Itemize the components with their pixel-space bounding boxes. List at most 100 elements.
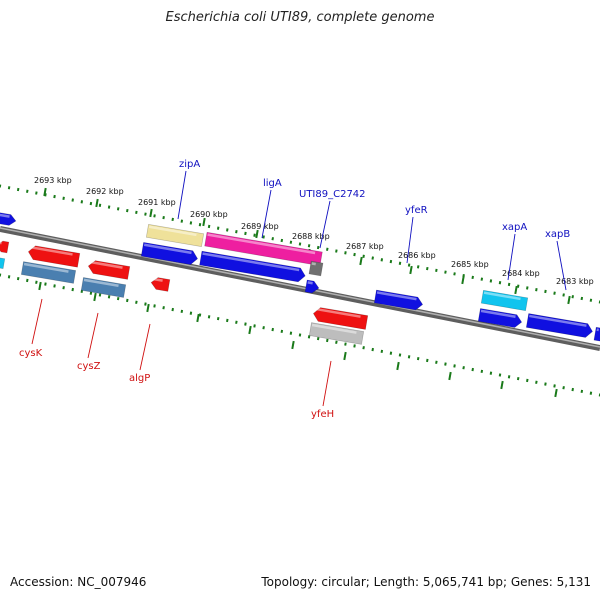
- major-tick: [409, 265, 413, 275]
- outer-tick-dot: [253, 233, 256, 237]
- forward-gene-label: zipA: [179, 159, 200, 170]
- outer-tick-dot: [53, 194, 56, 199]
- inner-tick-dot: [326, 338, 329, 343]
- inner-tick-dot: [89, 291, 93, 295]
- inner-tick-dot: [171, 307, 174, 312]
- forward-cds-body: [304, 279, 320, 294]
- inner-tick-dot: [253, 324, 256, 328]
- major-tick: [202, 217, 206, 227]
- major-tick: [514, 285, 518, 295]
- major-tick: [448, 371, 452, 381]
- major-tick: [567, 295, 571, 305]
- inner-tick-dot: [453, 364, 456, 368]
- forward-cds: [373, 289, 424, 311]
- inner-tick-dot: [416, 356, 420, 361]
- outer-tick-dot: [171, 217, 174, 222]
- outer-tick-dot: [389, 259, 393, 264]
- major-tick: [146, 303, 150, 313]
- forward-gene-leader: [556, 240, 567, 291]
- forward-cds-body: [525, 313, 593, 338]
- outer-tick-dot: [407, 263, 411, 267]
- reverse-cds: [87, 260, 131, 280]
- genome-summary-text: Topology: circular; Length: 5,065,741 bp…: [261, 575, 591, 589]
- map-title: Escherichia coli UTI89, complete genome: [165, 10, 435, 25]
- feature: [308, 260, 324, 277]
- inner-tick-dot: [262, 326, 265, 330]
- major-tick: [95, 198, 99, 208]
- inner-tick-dot: [544, 382, 547, 386]
- inner-tick-dot: [307, 335, 311, 339]
- outer-tick-dot: [444, 270, 447, 274]
- backbone-line: [0, 226, 600, 351]
- feature: [0, 257, 6, 269]
- inner-tick-dot: [298, 333, 302, 337]
- zipa-feature: [145, 224, 205, 247]
- inner-tick-dot: [80, 289, 84, 294]
- zipa-feature-shine: [148, 225, 197, 237]
- outer-tick-dot: [416, 265, 420, 269]
- forward-cds-body: [140, 242, 198, 265]
- outer-tick-dot: [126, 208, 129, 213]
- inner-tick-dot: [271, 327, 274, 332]
- inner-tick-dot: [462, 366, 465, 370]
- forward-cds-body: [477, 308, 523, 328]
- inner-tick-dot: [207, 315, 211, 319]
- outer-tick-dot: [135, 210, 138, 215]
- reverse-gene-label: cysK: [19, 348, 43, 359]
- major-tick: [554, 388, 558, 398]
- steel-feature: [80, 277, 127, 298]
- forward-cds-shine: [596, 328, 599, 332]
- major-tick: [255, 229, 259, 239]
- forward-cds: [304, 279, 320, 294]
- outer-tick-dot: [89, 201, 93, 206]
- inner-tick-dot: [507, 375, 511, 379]
- kbp-tick-labels: 2693 kbp 2692 kbp 2691 kbp 2690 kbp 2689 kbp…: [34, 176, 594, 286]
- reverse-gene-label: cysZ: [77, 361, 101, 372]
- reverse-gene-leader: [139, 323, 151, 371]
- inner-tick-dot: [180, 309, 184, 314]
- outer-tick-dot: [489, 279, 493, 283]
- outer-tick-dot: [144, 212, 147, 216]
- forward-cds-shine: [529, 314, 587, 327]
- outer-tick-dot: [553, 291, 556, 295]
- forward-cds: [593, 326, 600, 343]
- outer-tick-dot: [98, 203, 102, 207]
- xapa-feature-body: [480, 289, 529, 312]
- major-tick: [149, 208, 153, 218]
- outer-tick-dot: [216, 226, 220, 230]
- forward-cds: [0, 212, 17, 226]
- feature-shine: [311, 262, 316, 266]
- gene-labels: zipA ligA UTI89_C2742 yfeR xapA xapB cysK cysZ a…: [19, 159, 570, 420]
- outer-tick-dot: [244, 231, 247, 236]
- forward-cds-shine: [307, 281, 313, 285]
- feature-body: [0, 257, 6, 269]
- reverse-cds-shine: [89, 260, 123, 269]
- forward-cds: [140, 242, 198, 265]
- forward-cds-shine: [0, 213, 10, 218]
- outer-tick-dot: [307, 244, 311, 248]
- outer-tick-dot: [353, 252, 356, 257]
- inner-tick-dot: [398, 353, 402, 357]
- inner-tick-dot: [526, 378, 529, 383]
- outer-tick-dot: [371, 256, 374, 260]
- reverse-cds-body: [87, 260, 131, 280]
- major-tick: [396, 361, 400, 371]
- forward-cds: [477, 308, 523, 328]
- reverse-cds-shine: [314, 307, 361, 318]
- inner-tick-dot: [35, 280, 38, 284]
- feature-body: [308, 260, 324, 277]
- inner-tick-track: [0, 273, 600, 398]
- inner-tick-dot: [335, 340, 338, 344]
- major-tick: [93, 292, 97, 302]
- forward-cds-body: [0, 212, 17, 226]
- inner-tick-dot: [489, 371, 493, 375]
- kbp-tick-label: 2687 kbp: [346, 242, 384, 251]
- inner-tick-dot: [444, 362, 447, 366]
- outer-tick-dot: [189, 221, 193, 225]
- reverse-cds: [150, 277, 171, 292]
- forward-cds-shine: [143, 243, 192, 255]
- xapa-feature: [480, 289, 529, 312]
- reverse-gene-leader: [31, 298, 43, 345]
- outer-tick-dot: [498, 281, 502, 285]
- inner-tick-dot: [71, 287, 74, 292]
